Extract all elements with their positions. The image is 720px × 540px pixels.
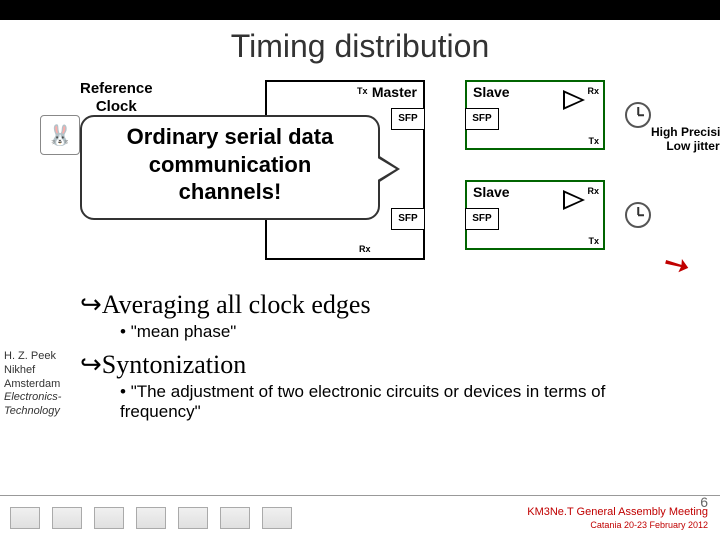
sb-l4: Electronics-	[4, 391, 76, 405]
sub-1: "mean phase"	[120, 322, 680, 342]
red-arrow-icon: ➘	[655, 241, 697, 287]
slave2-rx-amp	[563, 190, 585, 210]
slave1-sfp: SFP	[465, 108, 499, 130]
sub-2: "The adjustment of two electronic circui…	[120, 382, 680, 422]
slave1-rx-amp	[563, 90, 585, 110]
b2-text: Syntonization	[102, 350, 246, 379]
refclock-l2: Clock	[96, 98, 137, 115]
clock-icon-1	[625, 102, 651, 128]
callout-l2: communication	[149, 152, 312, 177]
b1-text: Averaging all clock edges	[102, 290, 371, 319]
slave1-tx: Tx	[588, 136, 599, 146]
slide-title: Timing distribution	[0, 28, 720, 65]
logo-integrasys	[262, 507, 292, 530]
logo-seven	[136, 507, 166, 530]
slave2-rx: Rx	[587, 186, 599, 196]
diagram-area: Reference Clock 🐰 Master Tx SFP SFP Rx S…	[80, 80, 640, 280]
author-sidebar: H. Z. Peek Nikhef Amsterdam Electronics-…	[4, 350, 76, 419]
sb-l3: Amsterdam	[4, 378, 76, 392]
callout-l1: Ordinary serial data	[127, 124, 334, 149]
slave2-box: Slave SFP Rx Tx	[465, 180, 605, 250]
master-sfp1: SFP	[391, 108, 425, 130]
slave2-sfp: SFP	[465, 208, 499, 230]
callout-l3: channels!	[179, 179, 282, 204]
master-rx: Rx	[359, 244, 371, 254]
logo-nikhef	[10, 507, 40, 530]
clock-icon-2	[625, 202, 651, 228]
slave1-box: Slave SFP Rx Tx	[465, 80, 605, 150]
rabbit-icon: 🐰	[40, 115, 80, 155]
logo-elproma	[94, 507, 124, 530]
bullets: ↪Averaging all clock edges "mean phase" …	[80, 290, 680, 430]
sb-l1: H. Z. Peek	[4, 350, 76, 364]
hp-l1: High Precision	[651, 125, 720, 139]
master-tx: Tx	[357, 86, 368, 96]
refclock-l1: Reference	[80, 80, 153, 97]
slave2-tx: Tx	[588, 236, 599, 246]
bullet-1: ↪Averaging all clock edges	[80, 290, 680, 320]
master-label: Master	[372, 84, 417, 100]
footer-text: KM3Ne.T General Assembly Meeting Catania…	[527, 506, 708, 532]
logo-ni	[178, 507, 208, 530]
slave2-label: Slave	[473, 184, 510, 200]
bullet-2: ↪Syntonization	[80, 350, 680, 380]
slave1-rx: Rx	[587, 86, 599, 96]
sb-l2: Nikhef	[4, 364, 76, 378]
reference-clock-label: Reference Clock	[80, 80, 153, 116]
callout-bubble: Ordinary serial data communication chann…	[80, 115, 380, 220]
sb-l5: Technology	[4, 405, 76, 419]
logo-gsi	[220, 507, 250, 530]
hp-l2: Low jitter	[666, 139, 719, 153]
high-precision-label: High Precision Low jitter	[651, 125, 720, 154]
logo-gnu	[52, 507, 82, 530]
slave1-label: Slave	[473, 84, 510, 100]
top-black-bar	[0, 0, 720, 20]
footer-line1: KM3Ne.T General Assembly Meeting	[527, 506, 708, 518]
master-sfp2: SFP	[391, 208, 425, 230]
footer-line2: Catania 20-23 February 2012	[590, 520, 708, 530]
